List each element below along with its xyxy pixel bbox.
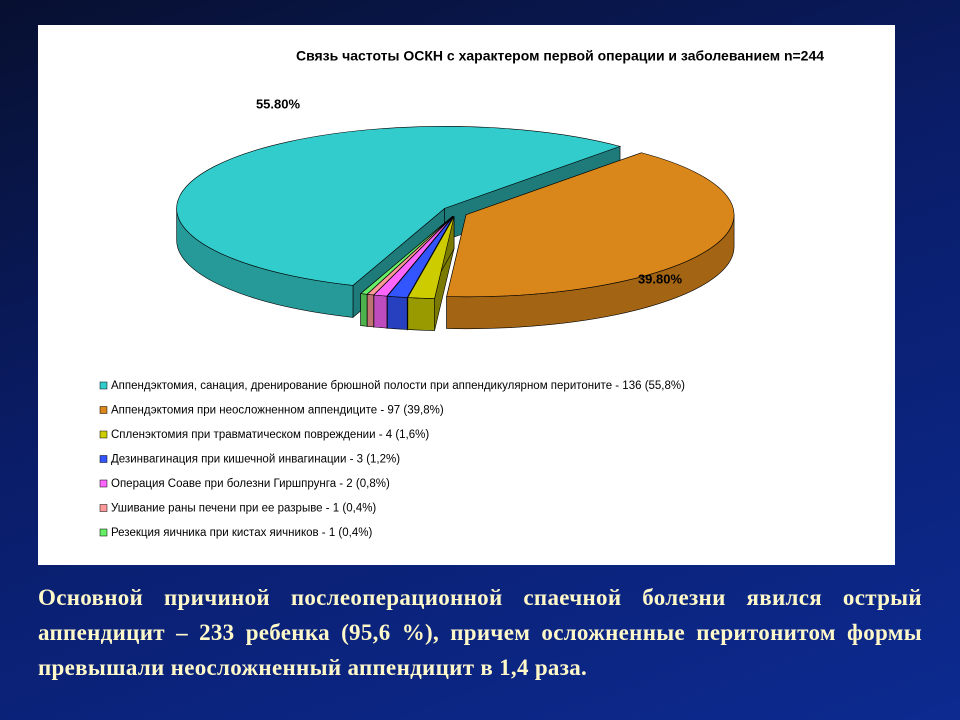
legend-swatch <box>99 455 108 463</box>
slice-side <box>407 297 435 331</box>
legend-label: Аппендэктомия, санация, дренирование брю… <box>111 380 685 392</box>
slice-side <box>360 293 368 327</box>
legend-swatch <box>99 528 108 537</box>
legend-label: Дезинвагинация при кишечной инвагинации … <box>111 454 400 466</box>
slice <box>446 152 735 298</box>
legend-label: Резекция яичника при кистах яичников - 1… <box>111 527 372 539</box>
legend-swatch <box>99 430 108 439</box>
legend-label: Ушивание раны печени при ее разрыве - 1 … <box>111 503 376 515</box>
legend-label: Спленэктомия при травматическом поврежде… <box>111 429 429 441</box>
chart: Связь частоты ОСКН с характером первой о… <box>99 47 825 540</box>
slice-side <box>387 295 408 330</box>
legend-swatch <box>99 381 108 390</box>
slice-side <box>366 293 374 328</box>
legend-label: Операция Соаве при болезни Гиршпрунга - … <box>111 478 390 490</box>
slice <box>407 216 455 299</box>
legend-label: Аппендэктомия при неосложненном аппендиц… <box>111 405 444 417</box>
data-label: 39.80% <box>638 271 683 286</box>
data-label: 55.80% <box>256 96 301 111</box>
legend-swatch <box>99 479 108 488</box>
slice <box>386 216 454 298</box>
legend-swatch <box>99 406 108 414</box>
slice <box>373 216 454 297</box>
legend-swatch <box>99 504 108 512</box>
slice-side <box>373 294 388 329</box>
slice <box>176 126 622 286</box>
slide-text: Основной причиной послеоперационной спае… <box>38 585 922 680</box>
chart-title: Связь частоты ОСКН с характером первой о… <box>296 48 824 64</box>
